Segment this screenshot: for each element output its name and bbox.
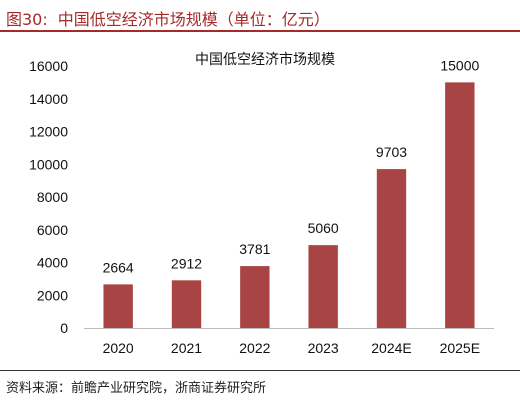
figure-header: 图30: 中国低空经济市场规模（单位：亿元） bbox=[0, 0, 520, 30]
y-tick-label: 10000 bbox=[29, 156, 68, 172]
data-label: 5060 bbox=[308, 220, 339, 236]
x-tick-label: 2023 bbox=[308, 340, 339, 356]
bar bbox=[308, 245, 338, 328]
bar bbox=[376, 169, 407, 328]
data-label: 9703 bbox=[376, 144, 407, 160]
y-tick-label: 4000 bbox=[37, 255, 68, 271]
data-label: 2664 bbox=[103, 259, 134, 275]
y-tick-label: 0 bbox=[60, 320, 68, 336]
x-tick-label: 2025E bbox=[440, 340, 480, 356]
chart-title: 中国低空经济市场规模 bbox=[195, 51, 335, 68]
bar bbox=[445, 82, 475, 328]
source-note: 资料来源：前瞻产业研究院，浙商证券研究所 bbox=[6, 381, 267, 396]
bar bbox=[103, 284, 133, 328]
x-tick-label: 2020 bbox=[103, 340, 134, 356]
bar bbox=[240, 266, 270, 328]
footer-rule bbox=[0, 370, 520, 371]
figure-number: 图30: bbox=[6, 10, 48, 29]
data-label: 15000 bbox=[440, 57, 479, 73]
x-tick-label: 2021 bbox=[171, 340, 202, 356]
figure-caption: 图30: 中国低空经济市场规模（单位：亿元） bbox=[6, 6, 330, 30]
x-tick-label: 2022 bbox=[239, 340, 270, 356]
figure-caption-text: 中国低空经济市场规模（单位：亿元） bbox=[57, 10, 330, 29]
bar bbox=[171, 280, 202, 328]
data-label: 3781 bbox=[239, 241, 270, 257]
x-tick-label: 2024E bbox=[371, 340, 411, 356]
header-rule bbox=[0, 30, 520, 32]
data-label: 2912 bbox=[171, 255, 202, 271]
y-tick-label: 14000 bbox=[29, 91, 68, 107]
y-tick-label: 6000 bbox=[37, 222, 68, 238]
y-axis: 0 2000 4000 6000 8000 10000 12000 14000 16000 bbox=[29, 58, 68, 336]
bar-chart: 中国低空经济市场规模 0 2000 4000 6000 8000 10000 12000 14… bbox=[29, 51, 494, 356]
y-tick-label: 16000 bbox=[29, 58, 68, 74]
bars: 2664 2912 3781 5060 9703 15000 bbox=[103, 57, 480, 328]
x-axis: 2020 2021 2022 2023 2024E 2025E bbox=[84, 328, 494, 356]
y-tick-label: 12000 bbox=[29, 124, 68, 140]
y-tick-label: 8000 bbox=[37, 189, 68, 205]
y-tick-label: 2000 bbox=[37, 287, 68, 303]
